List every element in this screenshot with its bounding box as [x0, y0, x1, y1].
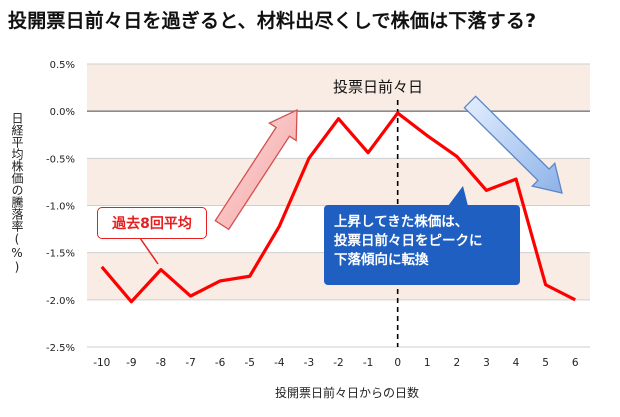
up-trend-arrow: [214, 108, 298, 231]
plot-band: [87, 64, 590, 112]
note-callout-pointer: [448, 186, 468, 206]
y-tick-label: 0.5%: [50, 60, 75, 71]
y-tick-label: -1.0%: [46, 202, 75, 213]
x-tick-label: -3: [304, 357, 314, 369]
trend-arrows: [214, 95, 563, 231]
chart-title: 投開票日前々日を過ぎると、材料出尽くしで株価は下落する?: [8, 10, 537, 32]
y-tick-label: 0.0%: [50, 107, 75, 118]
x-tick-label: -2: [333, 357, 343, 369]
x-tick-label: -7: [185, 357, 195, 369]
x-tick-label: 2: [454, 357, 461, 369]
x-tick-label: -10: [93, 357, 110, 369]
x-tick-label: 3: [483, 357, 490, 369]
x-tick-label: 1: [424, 357, 431, 369]
note-line-2: 投票日前々日をピークに: [334, 233, 483, 249]
note-line-1: 上昇してきた株価は、: [334, 214, 469, 230]
x-tick-labels: -10 -9 -8 -7 -6 -5 -4 -3 -2 -1 0 1 2 3 4 5 6: [93, 357, 579, 369]
y-tick-labels: 0.5% 0.0% -0.5% -1.0% -1.5% -2.0% -2.5%: [46, 60, 75, 354]
x-tick-label: -9: [126, 357, 136, 369]
x-tick-label: -5: [244, 357, 254, 369]
y-tick-label: -1.5%: [46, 249, 75, 260]
y-tick-label: -2.0%: [46, 296, 75, 307]
plot-band: [87, 158, 590, 206]
reference-line-label: 投票日前々日: [333, 78, 424, 96]
series-callout-label: 過去8回平均: [97, 207, 207, 239]
annotation-note-box: 上昇してきた株価は、 投票日前々日をピークに 下落傾向に転換: [324, 205, 520, 285]
x-tick-label: 0: [394, 357, 401, 369]
x-tick-label: -8: [156, 357, 166, 369]
y-tick-label: -2.5%: [46, 343, 75, 354]
series-line-avg8: [100, 111, 576, 304]
down-trend-arrow: [463, 95, 563, 194]
x-tick-label: 6: [572, 357, 579, 369]
note-line-3: 下落傾向に転換: [334, 252, 429, 268]
x-tick-label: 4: [513, 357, 520, 369]
x-tick-label: -1: [363, 357, 373, 369]
x-tick-label: -4: [274, 357, 285, 369]
y-tick-label: -0.5%: [46, 154, 75, 165]
x-tick-label: -6: [215, 357, 226, 369]
plot-band: [87, 299, 590, 347]
y-axis-label: 日経平均株価の騰落率(%): [10, 112, 24, 274]
x-axis-label: 投開票日前々日からの日数: [274, 386, 419, 400]
x-tick-label: 5: [542, 357, 549, 369]
avg-callout-pointer: [139, 237, 159, 265]
